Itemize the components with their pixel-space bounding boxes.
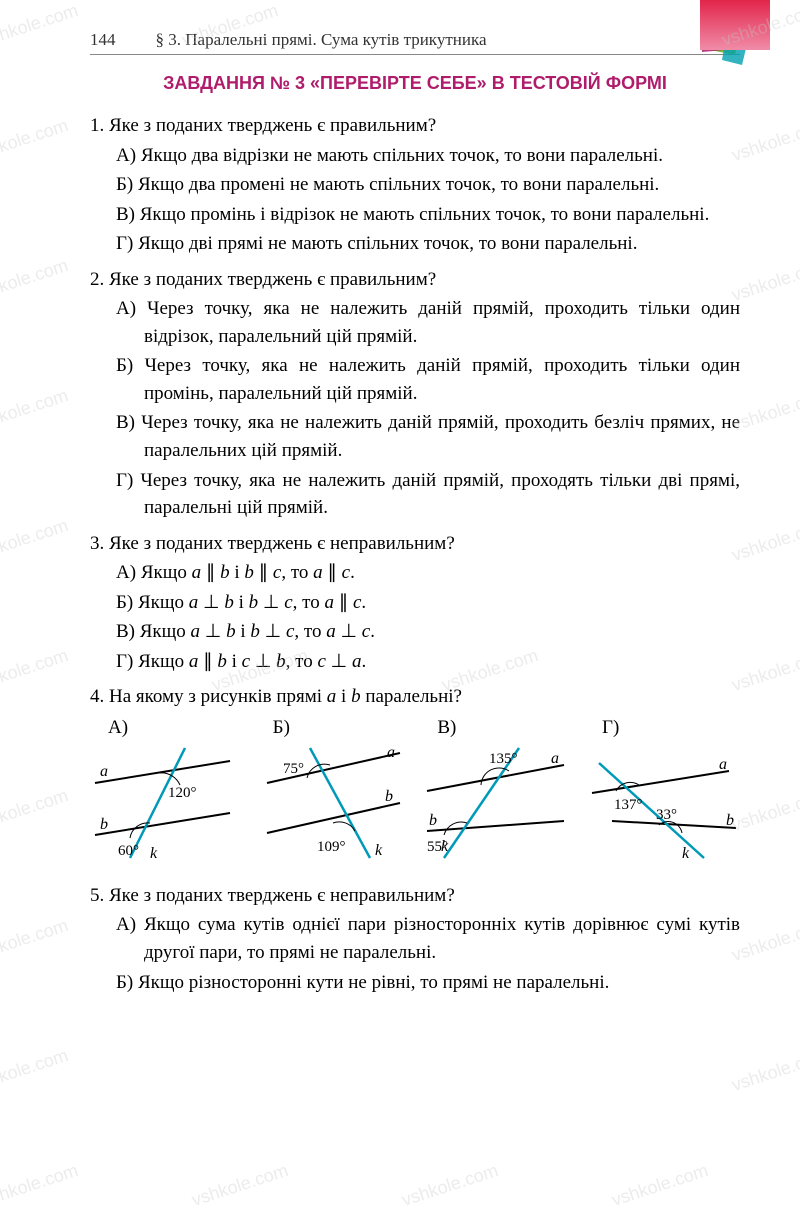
header-gradient: [700, 0, 770, 50]
opt-label: В): [116, 204, 135, 225]
question-5: 5. Яке з поданих тверджень є неправильни…: [90, 882, 740, 996]
diagram-b-svg: a b k 75° 109°: [255, 743, 410, 863]
q-body: Яке з поданих тверджень є правильним?: [109, 269, 436, 290]
svg-text:135°: 135°: [489, 751, 518, 767]
opt-label: Г): [116, 233, 133, 254]
opt-label: А): [116, 145, 136, 166]
page-header: 144 § 3. Паралельні прямі. Сума кутів тр…: [90, 30, 740, 55]
q-num: 3.: [90, 533, 104, 554]
svg-text:a: a: [551, 750, 559, 767]
opt-html: Якщо a ⊥ b і b ⊥ c, то a ∥ c.: [138, 592, 366, 613]
opt-c: В) Якщо a ⊥ b і b ⊥ c, то a ⊥ c.: [116, 618, 740, 646]
watermark: vshkole.com: [0, 1045, 71, 1096]
diagram-b: Б) a b k 75° 109°: [255, 717, 411, 868]
opt-label: Б): [116, 174, 133, 195]
diag-label: А): [90, 717, 246, 739]
svg-text:k: k: [682, 845, 690, 862]
svg-text:120°: 120°: [168, 785, 197, 801]
opt-label: А): [116, 914, 136, 935]
opt-html: Якщо a ⊥ b і b ⊥ c, то a ⊥ c.: [140, 621, 375, 642]
diagram-d-svg: a b k 137° 33°: [584, 743, 739, 863]
opt-a: А) Якщо a ∥ b і b ∥ c, то a ∥ c.: [116, 559, 740, 587]
diag-label: Б): [255, 717, 411, 739]
watermark: vshkole.com: [399, 1160, 501, 1211]
svg-text:b: b: [429, 812, 437, 829]
q-num: 1.: [90, 115, 104, 136]
opt-html: Якщо a ∥ b і c ⊥ b, то c ⊥ a.: [138, 651, 366, 672]
opt-text: Якщо дві прямі не мають спільних точок, …: [138, 233, 637, 254]
opt-text: Якщо сума кутів однієї пари різносторонн…: [144, 914, 740, 963]
opt-label: Б): [116, 355, 133, 376]
q-num: 2.: [90, 269, 104, 290]
diagram-a-svg: a b k 120° 60°: [90, 743, 245, 863]
opt-text: Через точку, яка не належить даній прямі…: [141, 470, 741, 519]
page-number: 144: [90, 30, 116, 50]
options: А) Через точку, яка не належить даній пр…: [90, 295, 740, 521]
opt-text: Через точку, яка не належить даній прямі…: [144, 355, 740, 404]
opt-text: Якщо два відрізки не мають спільних точо…: [141, 145, 663, 166]
svg-text:k: k: [375, 842, 383, 859]
opt-label: А): [116, 298, 136, 319]
question-3: 3. Яке з поданих тверджень є неправильни…: [90, 530, 740, 676]
opt-text: Якщо різносторонні кути не рівні, то пря…: [138, 972, 609, 993]
diag-label: В): [419, 717, 575, 739]
opt-text: Якщо два промені не мають спільних точок…: [138, 174, 659, 195]
svg-text:b: b: [385, 788, 393, 805]
q-num: 5.: [90, 885, 104, 906]
opt-text: Через точку, яка не належить даній прямі…: [144, 298, 740, 347]
opt-label: Г): [116, 470, 133, 491]
opt-label: Б): [116, 972, 133, 993]
svg-text:a: a: [719, 756, 727, 773]
opt-b: Б) Якщо a ⊥ b і b ⊥ c, то a ∥ c.: [116, 589, 740, 617]
q-body: Яке з поданих тверджень є неправильним?: [109, 885, 455, 906]
opt-html: Якщо a ∥ b і b ∥ c, то a ∥ c.: [141, 562, 355, 583]
diag-label: Г): [584, 717, 740, 739]
svg-text:137°: 137°: [614, 797, 643, 813]
svg-text:75°: 75°: [283, 761, 304, 777]
opt-text: Якщо промінь і відрізок не мають спільни…: [140, 204, 710, 225]
q-body: Яке з поданих тверджень є правильним?: [109, 115, 436, 136]
opt-text: Через точку, яка не належить даній прямі…: [141, 412, 740, 461]
diagram-a: А) a b k 120° 60°: [90, 717, 246, 868]
options: А) Якщо сума кутів однієї пари різностор…: [90, 911, 740, 996]
svg-text:b: b: [726, 812, 734, 829]
question-1: 1. Яке з поданих тверджень є правильним?…: [90, 112, 740, 258]
watermark: vshkole.com: [189, 1160, 291, 1211]
diagram-d: Г) a b k 137° 33°: [584, 717, 740, 868]
opt-d: Г) Якщо a ∥ b і c ⊥ b, то c ⊥ a.: [116, 648, 740, 676]
q-body: Яке з поданих тверджень є неправильним?: [109, 533, 455, 554]
question-2: 2. Яке з поданих тверджень є правильним?…: [90, 266, 740, 522]
question-4: 4. На якому з рисунків прямі a і b парал…: [90, 683, 740, 868]
watermark: vshkole.com: [0, 1160, 81, 1211]
q-num: 4.: [90, 686, 104, 707]
page-title: ЗАВДАННЯ № 3 «ПЕРЕВІРТЕ СЕБЕ» В ТЕСТОВІЙ…: [90, 73, 740, 94]
opt-label: В): [116, 412, 135, 433]
diagram-c-svg: a b k 135° 55°: [419, 743, 574, 863]
svg-text:55°: 55°: [427, 839, 448, 855]
svg-text:a: a: [387, 744, 395, 761]
diagram-row: А) a b k 120° 60° Б): [90, 717, 740, 868]
svg-text:k: k: [150, 845, 158, 862]
section-title: § 3. Паралельні прямі. Сума кутів трикут…: [156, 30, 487, 50]
q-body: На якому з рисунків прямі a і b паралель…: [109, 686, 462, 707]
watermark: vshkole.com: [729, 1045, 800, 1096]
watermark: vshkole.com: [609, 1160, 711, 1211]
svg-text:b: b: [100, 816, 108, 833]
page-content: 144 § 3. Паралельні прямі. Сума кутів тр…: [0, 0, 800, 1024]
svg-text:33°: 33°: [656, 807, 677, 823]
svg-text:109°: 109°: [317, 839, 346, 855]
options: А) Якщо два відрізки не мають спільних т…: [90, 142, 740, 258]
options: А) Якщо a ∥ b і b ∥ c, то a ∥ c. Б) Якщо…: [90, 559, 740, 675]
diagram-c: В) a b k 135° 55°: [419, 717, 575, 868]
svg-text:a: a: [100, 763, 108, 780]
svg-text:60°: 60°: [118, 843, 139, 859]
